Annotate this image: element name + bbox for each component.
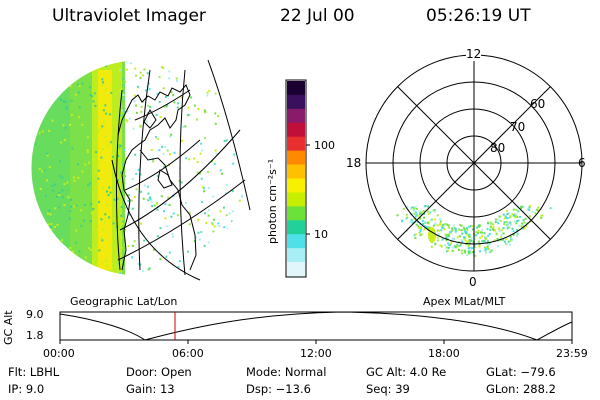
- instrument-title: Ultraviolet Imager: [52, 6, 206, 26]
- door-value: Door: Open: [126, 365, 192, 379]
- colorbar-tick-10: 10: [314, 228, 328, 241]
- altitude-tick-min: 1.8: [26, 329, 44, 342]
- time-tick-2359: 23:59: [556, 347, 588, 360]
- glon-value: GLon: 288.2: [486, 382, 556, 396]
- ip-value: IP: 9.0: [8, 382, 45, 396]
- altitude-tick-max: 9.0: [26, 308, 44, 321]
- gain-value: Gain: 13: [126, 382, 175, 396]
- colorbar: [285, 79, 310, 278]
- time-tick-1200: 12:00: [300, 347, 332, 360]
- glat-value: GLat: −79.6: [486, 365, 556, 379]
- observation-date: 22 Jul 00: [280, 6, 355, 26]
- time-tick-0000: 00:00: [43, 347, 75, 360]
- time-tick-0600: 06:00: [172, 347, 204, 360]
- filter-value: Flt: LBHL: [8, 365, 60, 379]
- apex-caption: Apex MLat/MLT: [423, 295, 506, 308]
- mlat-label-70: 70: [510, 120, 526, 134]
- mlt-label-top: 12: [466, 47, 482, 61]
- gc-alt-value: GC Alt: 4.0 Re: [366, 365, 447, 379]
- coastline: [117, 84, 197, 271]
- altitude-axis-label: GC Alt: [2, 310, 15, 345]
- apex-polar-plot: [365, 54, 583, 272]
- altitude-plot: [59, 311, 573, 344]
- colorbar-unit-label: photon cm⁻²s⁻¹: [266, 158, 279, 244]
- mlt-label-left: 18: [346, 156, 362, 170]
- altitude-curve: [59, 311, 573, 341]
- geographic-grid: [111, 59, 251, 281]
- mode-value: Mode: Normal: [246, 365, 327, 379]
- observation-time: 05:26:19 UT: [426, 6, 531, 26]
- auroral-oval: [396, 205, 552, 257]
- geographic-image: [30, 59, 251, 281]
- mlt-label-bottom: 0: [469, 275, 477, 289]
- dsp-value: Dsp: −13.6: [246, 382, 311, 396]
- colorbar-tick-100: 100: [314, 139, 335, 152]
- mlt-label-right: 6: [578, 156, 586, 170]
- geographic-caption: Geographic Lat/Lon: [70, 295, 178, 308]
- mlat-label-60: 60: [530, 97, 546, 111]
- seq-value: Seq: 39: [366, 382, 410, 396]
- time-tick-1800: 18:00: [428, 347, 460, 360]
- mlat-label-80: 80: [490, 141, 506, 155]
